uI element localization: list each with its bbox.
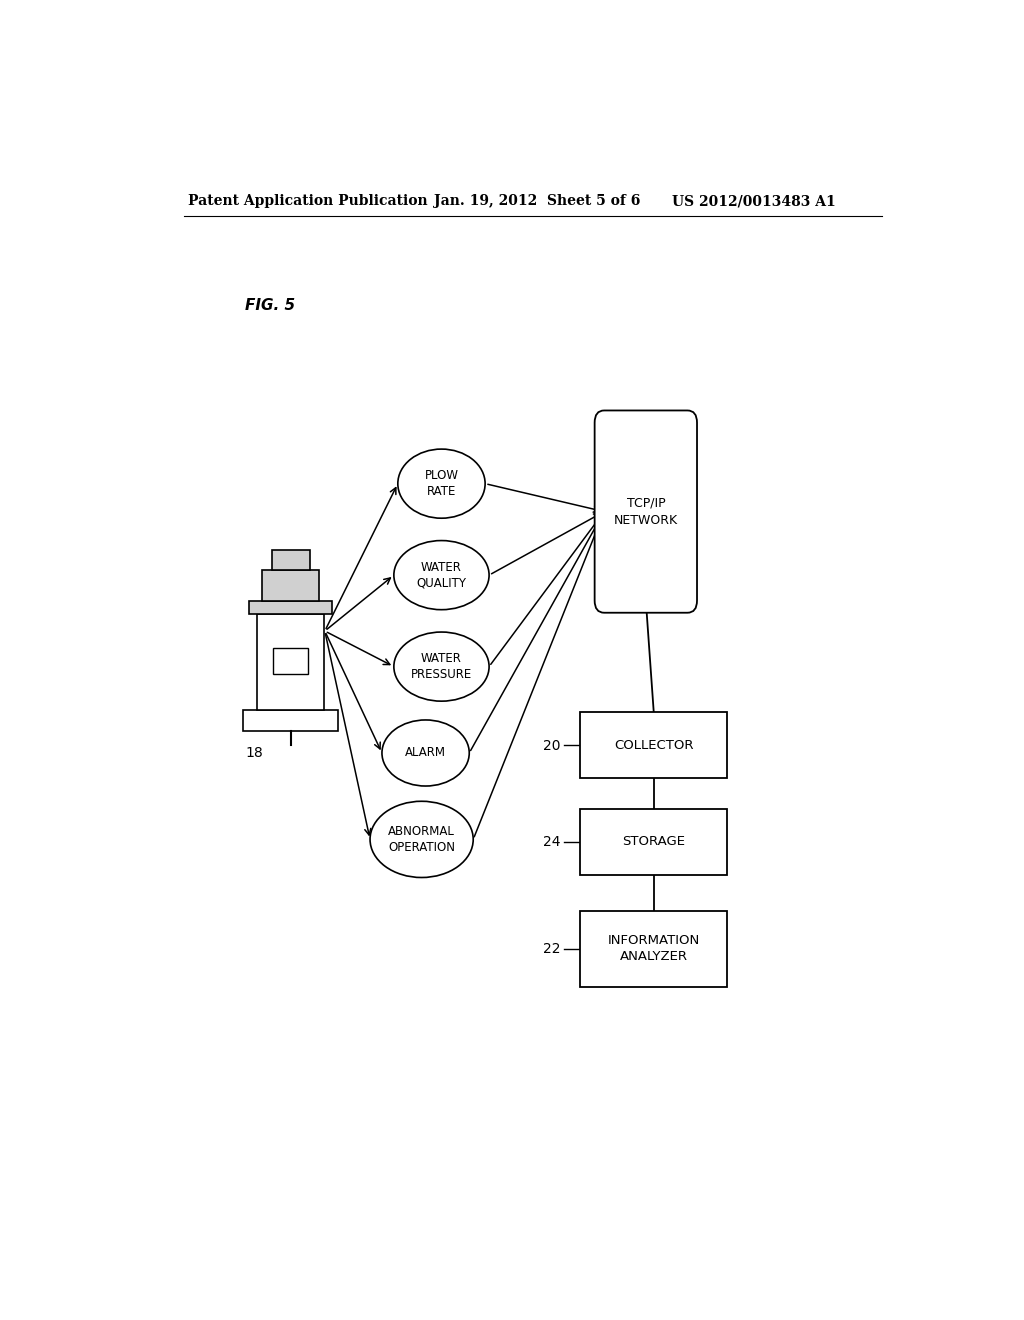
Text: COLLECTOR: COLLECTOR (614, 739, 693, 752)
FancyBboxPatch shape (250, 601, 332, 614)
Ellipse shape (397, 449, 485, 519)
Text: 18: 18 (246, 746, 263, 760)
Text: Patent Application Publication: Patent Application Publication (187, 194, 427, 209)
FancyBboxPatch shape (273, 648, 308, 673)
Text: TCP/IP
NETWORK: TCP/IP NETWORK (613, 496, 678, 527)
FancyBboxPatch shape (257, 614, 324, 710)
Ellipse shape (370, 801, 473, 878)
Text: PLOW
RATE: PLOW RATE (425, 469, 459, 498)
Text: ALARM: ALARM (406, 747, 446, 759)
Ellipse shape (394, 541, 489, 610)
Ellipse shape (382, 719, 469, 785)
FancyBboxPatch shape (262, 570, 319, 601)
Text: 22: 22 (543, 942, 560, 956)
Text: WATER
QUALITY: WATER QUALITY (417, 561, 467, 590)
Text: FIG. 5: FIG. 5 (246, 298, 296, 313)
FancyBboxPatch shape (581, 809, 727, 875)
Text: Jan. 19, 2012  Sheet 5 of 6: Jan. 19, 2012 Sheet 5 of 6 (433, 194, 640, 209)
Text: STORAGE: STORAGE (623, 836, 685, 849)
Text: INFORMATION
ANALYZER: INFORMATION ANALYZER (607, 935, 699, 964)
Text: ABNORMAL
OPERATION: ABNORMAL OPERATION (388, 825, 455, 854)
Ellipse shape (394, 632, 489, 701)
Text: 20: 20 (543, 739, 560, 752)
Text: 24: 24 (543, 836, 560, 850)
Text: WATER
PRESSURE: WATER PRESSURE (411, 652, 472, 681)
FancyBboxPatch shape (581, 911, 727, 987)
FancyBboxPatch shape (243, 710, 338, 731)
FancyBboxPatch shape (581, 713, 727, 779)
Text: US 2012/0013483 A1: US 2012/0013483 A1 (672, 194, 836, 209)
FancyBboxPatch shape (595, 411, 697, 612)
FancyBboxPatch shape (271, 549, 309, 570)
